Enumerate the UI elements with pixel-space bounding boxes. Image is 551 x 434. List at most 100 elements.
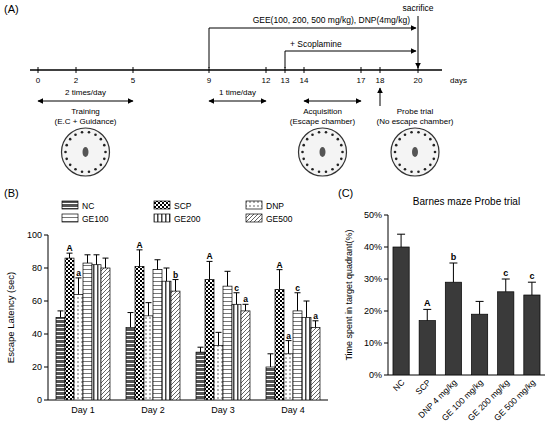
maze-hole [410,170,413,173]
maze-hole [64,151,67,154]
bar [311,327,320,400]
y-tick [384,311,388,312]
treatment-label: GEE(100, 200, 500 mg/kg), DNP(4mg/kg) [253,15,410,25]
error-bar [528,282,536,295]
bar [419,321,435,375]
error-bar [216,332,222,345]
maze-hole [417,170,420,173]
maze-hole [325,131,328,134]
error-cap [502,279,510,280]
y-tick-label: 40% [364,242,382,252]
legend-swatch [246,214,262,222]
y-axis-title: Time spent in target quadrant(%) [344,229,354,360]
bar [232,304,241,400]
maze [391,128,439,176]
x-tick-label: GE 500 mg/kg [492,377,538,423]
maze-hole [432,144,435,147]
significance-label: a [286,331,291,341]
error-bar [94,255,100,265]
legend-label: DNP [266,201,284,211]
day-label: 0 [36,76,41,85]
day-label: 17 [357,76,366,85]
error-bar [313,321,319,328]
stage-label: 2 times/day [65,88,106,97]
maze-hole [88,170,91,173]
maze-hole [301,151,304,154]
bar [275,289,284,400]
stage-label: 1 time/day [219,88,256,97]
day-tick [76,67,77,73]
maze-hole [434,151,437,154]
y-tick-label: 10% [364,338,382,348]
day-label: 13 [281,76,290,85]
x-tick-label: Day 1 [71,405,95,415]
y-tick [384,279,388,280]
y-tick [384,375,388,376]
x-tick-label: Day 3 [211,405,235,415]
error-stem [315,321,316,328]
maze-title: Probe trial [397,107,434,116]
significance-label: a [313,311,318,321]
y-tick [44,268,48,269]
maze-hole [429,138,432,141]
maze-hole [100,138,103,141]
y-tick-label: 20% [364,306,382,316]
maze-hole [432,158,435,161]
panel-label: (B) [4,187,19,199]
significance-label: c [234,283,239,293]
x-axis [388,375,545,376]
maze-hole [103,144,106,147]
bar [302,318,311,401]
sacrifice-label: sacrifice [402,3,433,13]
maze-hole [302,158,305,161]
legend-label: GE200 [174,214,201,224]
bar [162,281,171,400]
error-stem [60,311,61,318]
error-stem [139,250,140,267]
error-cap [155,259,161,260]
error-cap [216,332,222,333]
error-cap [225,271,231,272]
maze-hole [311,168,314,171]
error-cap [476,301,484,302]
error-stem [130,313,131,328]
significance-label: a [76,268,81,278]
maze-hole [318,170,321,173]
error-stem [69,253,70,258]
bar [471,314,487,375]
day-label: 9 [207,76,212,85]
probe-arrow [380,88,381,106]
bar [445,282,461,375]
error-bar [277,270,283,290]
error-cap [449,263,457,264]
legend-swatch [246,201,262,209]
stage-arrow [304,101,361,102]
significance-label: b [173,270,178,280]
error-bar [423,309,431,320]
significance-label: A [206,251,212,261]
error-bar [397,234,405,247]
y-tick-label: 60 [32,296,42,306]
maze-hole [100,164,103,167]
error-cap [164,268,170,269]
bar [284,354,293,400]
stage-arrow [209,101,266,102]
maze-hole [81,131,84,134]
bar [83,263,92,400]
legend-label: NC [82,201,94,211]
error-stem [270,354,271,367]
maze-subtitle: (No escape chamber) [377,117,454,126]
error-bar [476,301,484,314]
annotations: AAAAaaccbaa [66,240,318,341]
y-tick-label: 50% [364,210,382,220]
maze-hole [340,158,343,161]
error-stem [306,301,307,318]
error-bar [85,255,91,263]
error-stem [531,282,532,295]
error-bar [243,304,249,311]
error-stem [453,263,454,282]
y-tick-label: 40 [32,329,42,339]
error-stem [96,255,97,265]
maze-hole [395,144,398,147]
maze-subtitle: (Escape chamber) [290,117,356,126]
